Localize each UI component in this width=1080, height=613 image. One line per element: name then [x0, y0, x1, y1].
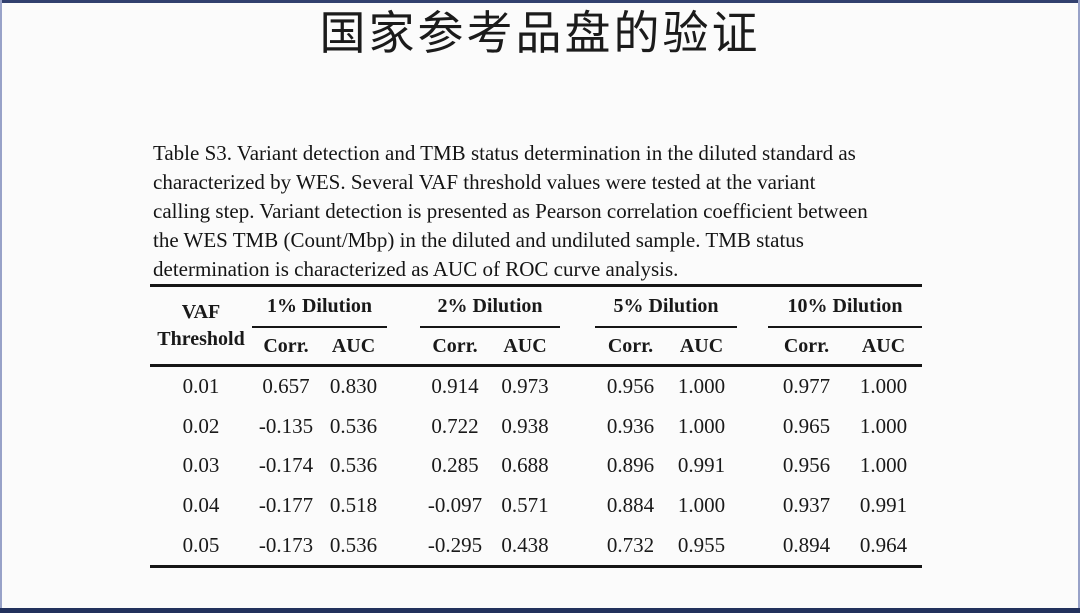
cell-auc-2pct: 0.438 — [501, 532, 549, 557]
cell-corr-5pct: 0.884 — [606, 493, 655, 518]
cell-corr-5pct: 0.956 — [606, 374, 655, 399]
cell-corr-2pct: 0.285 — [431, 453, 479, 478]
table-row: 0.05 -0.173 0.536 -0.295 0.438 0.732 0.9… — [150, 525, 922, 565]
caption-line-3: calling step. Variant detection is prese… — [153, 199, 868, 223]
cell-auc-1pct: 0.536 — [329, 453, 378, 478]
frame-top-border — [0, 0, 1080, 3]
column-gap — [387, 486, 420, 526]
column-gap — [737, 525, 768, 565]
cell-threshold: 0.03 — [182, 453, 220, 478]
cell-auc-10pct: 1.000 — [859, 453, 908, 478]
cell-threshold: 0.04 — [182, 493, 220, 518]
cell-auc-2pct: 0.938 — [501, 413, 549, 438]
cell-auc-1pct: 0.518 — [329, 493, 378, 518]
cell-corr-10pct: 0.965 — [782, 413, 831, 438]
column-gap — [387, 367, 420, 407]
frame-left-border — [0, 0, 2, 613]
column-gap — [737, 367, 768, 407]
cell-auc-5pct: 1.000 — [677, 413, 726, 438]
cell-auc-10pct: 0.964 — [859, 532, 908, 557]
column-header-vaf-threshold: VAF Threshold — [150, 287, 252, 364]
table-row: 0.02 -0.135 0.536 0.722 0.938 0.936 1.00… — [150, 407, 922, 447]
table-header: VAF Threshold 1% Dilution 2% Dilution 5%… — [150, 287, 922, 364]
group-header-1pct-dilution: 1% Dilution — [252, 287, 387, 328]
cell-corr-1pct: -0.135 — [258, 413, 314, 438]
subheader-corr-5pct: Corr. — [607, 334, 654, 357]
cell-corr-1pct: -0.173 — [258, 532, 314, 557]
table-row: 0.03 -0.174 0.536 0.285 0.688 0.896 0.99… — [150, 446, 922, 486]
cell-auc-2pct: 0.973 — [501, 374, 549, 399]
caption-line-1: Table S3. Variant detection and TMB stat… — [153, 141, 856, 165]
subheader-auc-2pct: AUC — [503, 334, 547, 357]
cell-corr-2pct: 0.722 — [431, 413, 479, 438]
frame-right-border — [1078, 0, 1080, 613]
cell-corr-1pct: -0.177 — [258, 493, 314, 518]
column-gap — [387, 446, 420, 486]
table-row: 0.01 0.657 0.830 0.914 0.973 0.956 1.000… — [150, 367, 922, 407]
subheader-auc-10pct: AUC — [861, 334, 906, 357]
column-gap — [737, 486, 768, 526]
cell-corr-2pct: 0.914 — [431, 374, 479, 399]
cell-corr-10pct: 0.937 — [782, 493, 831, 518]
cell-auc-5pct: 0.955 — [677, 532, 726, 557]
table-mid-rule — [150, 364, 922, 367]
cell-corr-10pct: 0.894 — [782, 532, 831, 557]
column-gap — [560, 407, 595, 447]
column-gap — [737, 407, 768, 447]
cell-corr-1pct: 0.657 — [262, 374, 310, 399]
cell-auc-1pct: 0.830 — [329, 374, 378, 399]
subheader-corr-10pct: Corr. — [783, 334, 830, 357]
group-header-2pct-dilution: 2% Dilution — [420, 287, 560, 328]
data-table: VAF Threshold 1% Dilution 2% Dilution 5%… — [150, 284, 922, 568]
table-top-rule — [150, 284, 922, 287]
cell-threshold: 0.01 — [182, 374, 220, 399]
cell-auc-10pct: 1.000 — [859, 413, 908, 438]
frame-bottom-border — [0, 608, 1080, 613]
cell-corr-2pct: -0.295 — [427, 532, 483, 557]
slide-title: 国家参考品盘的验证 — [319, 8, 761, 59]
subheader-corr-1pct: Corr. — [263, 334, 309, 357]
cell-auc-2pct: 0.571 — [501, 493, 549, 518]
cell-auc-5pct: 0.991 — [677, 453, 726, 478]
cell-auc-5pct: 1.000 — [677, 374, 726, 399]
table-bottom-rule — [150, 564, 922, 568]
cell-threshold: 0.02 — [182, 413, 220, 438]
group-header-5pct-dilution: 5% Dilution — [595, 287, 737, 328]
cell-corr-10pct: 0.956 — [782, 453, 831, 478]
cell-corr-1pct: -0.174 — [258, 453, 314, 478]
column-gap — [737, 446, 768, 486]
cell-auc-10pct: 1.000 — [859, 374, 908, 399]
group-header-10pct-dilution: 10% Dilution — [768, 287, 922, 328]
table-caption: Table S3. Variant detection and TMB stat… — [153, 139, 953, 284]
cell-auc-1pct: 0.536 — [329, 413, 378, 438]
column-gap — [560, 486, 595, 526]
cell-auc-5pct: 1.000 — [677, 493, 726, 518]
caption-line-2: characterized by WES. Several VAF thresh… — [153, 170, 816, 194]
table-row: 0.04 -0.177 0.518 -0.097 0.571 0.884 1.0… — [150, 486, 922, 526]
column-gap — [387, 525, 420, 565]
cell-corr-5pct: 0.896 — [606, 453, 655, 478]
cell-threshold: 0.05 — [182, 532, 220, 557]
cell-auc-10pct: 0.991 — [859, 493, 908, 518]
cell-corr-5pct: 0.936 — [606, 413, 655, 438]
column-gap — [560, 367, 595, 407]
cell-corr-5pct: 0.732 — [606, 532, 655, 557]
column-gap — [560, 446, 595, 486]
subheader-auc-1pct: AUC — [331, 334, 376, 357]
threshold-label: Threshold — [157, 327, 245, 350]
cell-auc-2pct: 0.688 — [501, 453, 549, 478]
caption-line-4: the WES TMB (Count/Mbp) in the diluted a… — [153, 228, 804, 252]
cell-corr-10pct: 0.977 — [782, 374, 831, 399]
cell-corr-2pct: -0.097 — [427, 493, 483, 518]
subheader-auc-5pct: AUC — [679, 334, 724, 357]
column-gap — [560, 525, 595, 565]
cell-auc-1pct: 0.536 — [329, 532, 378, 557]
caption-line-5: determination is characterized as AUC of… — [153, 257, 679, 281]
vaf-label: VAF — [181, 300, 221, 323]
subheader-corr-2pct: Corr. — [432, 334, 478, 357]
column-gap — [387, 407, 420, 447]
